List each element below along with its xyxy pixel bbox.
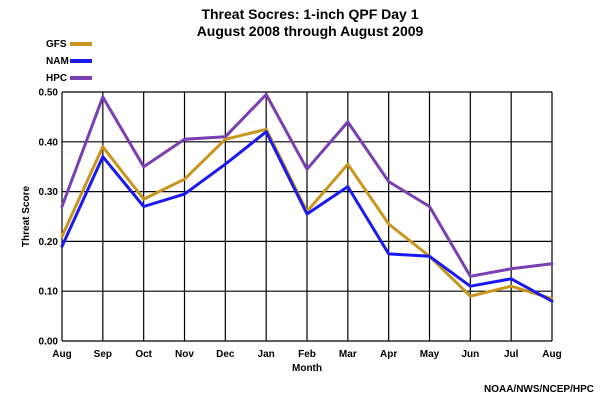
x-tick-label: Aug [52, 349, 71, 360]
x-tick-label: Jan [258, 349, 275, 360]
x-tick-label: May [420, 349, 440, 360]
y-tick-label: 0.00 [39, 337, 59, 348]
y-tick-label: 0.20 [39, 237, 59, 248]
y-tick-label: 0.40 [39, 137, 59, 148]
x-tick-label: Jun [461, 349, 479, 360]
x-tick-label: Jul [504, 349, 519, 360]
x-tick-label: Dec [216, 349, 235, 360]
x-tick-label: Apr [380, 349, 397, 360]
x-tick-label: Oct [135, 349, 152, 360]
legend-swatch [70, 42, 92, 46]
legend-swatch [70, 76, 92, 80]
x-tick-label: Feb [298, 349, 316, 360]
legend-item-hpc: HPC [46, 71, 92, 85]
x-tick-label: Aug [542, 349, 561, 360]
y-tick-label: 0.30 [39, 187, 59, 198]
y-tick-label: 0.10 [39, 287, 59, 298]
legend-label: GFS [46, 38, 67, 50]
legend-item-gfs: GFS [46, 37, 92, 51]
x-tick-label: Nov [175, 349, 194, 360]
x-tick-label: Mar [339, 349, 357, 360]
x-axis-label: Month [292, 363, 322, 374]
y-axis-label: Threat Score [21, 185, 32, 247]
series-line-hpc [60, 93, 554, 278]
credit-text: NOAA/NWS/NCEP/HPC [483, 384, 594, 395]
legend-label: NAM [46, 55, 69, 67]
legend-item-nam: NAM [46, 54, 92, 68]
y-tick-label: 0.50 [39, 88, 59, 99]
chart-title: Threat Socres: 1-inch QPF Day 1 [201, 6, 419, 22]
x-tick-label: Sep [94, 349, 112, 360]
chart-subtitle: August 2008 through August 2009 [196, 23, 424, 39]
legend-label: HPC [46, 72, 68, 84]
series-line-nam [60, 130, 554, 303]
legend-swatch [70, 59, 92, 63]
